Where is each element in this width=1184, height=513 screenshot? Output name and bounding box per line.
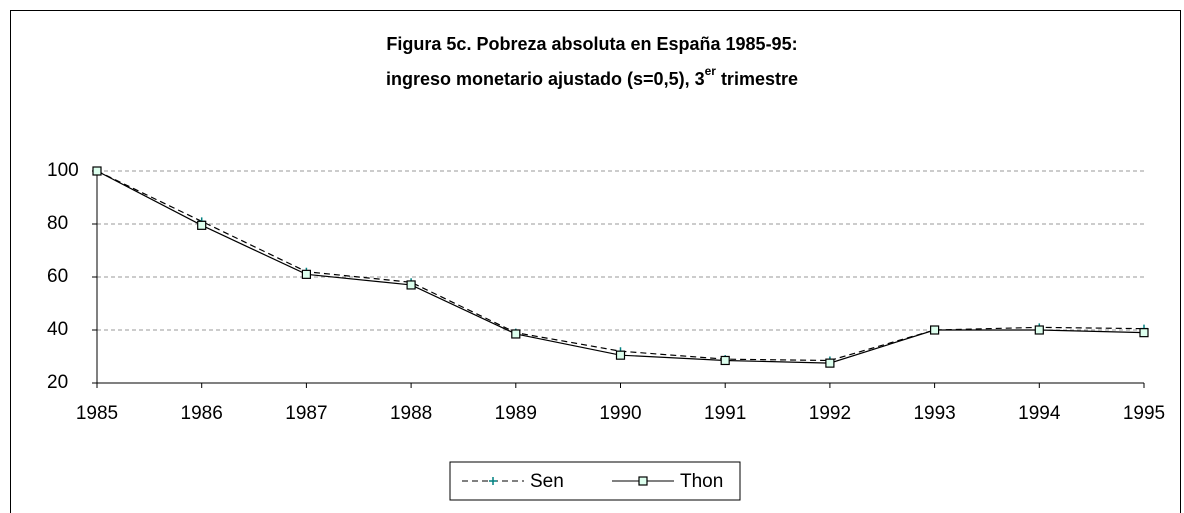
marker — [406, 280, 416, 290]
x-tick-label: 1990 — [599, 403, 641, 424]
y-tick-label: 60 — [47, 266, 68, 287]
x-tick-label: 1985 — [76, 403, 118, 424]
x-tick-label: 1987 — [285, 403, 327, 424]
chart-title: ingreso monetario ajustado (s=0,5), 3er … — [386, 64, 798, 89]
x-tick-label: 1995 — [1123, 403, 1165, 424]
x-tick-label: 1994 — [1018, 403, 1061, 424]
chart-title: Figura 5c. Pobreza absoluta en España 19… — [386, 34, 797, 54]
legend-label: Thon — [680, 471, 723, 492]
marker — [638, 476, 648, 486]
x-tick-label: 1989 — [495, 403, 537, 424]
x-tick-label: 1986 — [181, 403, 223, 424]
marker — [511, 329, 521, 339]
legend: Sen Thon — [449, 461, 741, 501]
title-part: ingreso monetario ajustado (s=0,5), 3 — [386, 69, 705, 89]
title-part: trimestre — [716, 69, 798, 89]
series-line — [96, 170, 1145, 362]
marker — [92, 166, 102, 176]
y-tick-label: 100 — [47, 160, 79, 181]
series-line — [96, 170, 1145, 364]
x-tick-label: 1991 — [704, 403, 746, 424]
chart-frame — [10, 10, 1181, 513]
marker — [301, 269, 311, 279]
x-tick-label: 1988 — [390, 403, 432, 424]
marker — [1139, 328, 1149, 338]
marker — [720, 355, 730, 366]
title-superscript: er — [705, 64, 717, 78]
legend-label: Sen — [530, 471, 564, 492]
marker — [615, 350, 626, 360]
legend-box — [449, 461, 741, 501]
x-tick-label: 1992 — [809, 403, 851, 424]
x-tick-label: 1993 — [913, 403, 955, 424]
y-tick-label: 40 — [47, 319, 68, 340]
marker — [1034, 325, 1044, 335]
marker — [929, 325, 940, 335]
marker-shape — [489, 477, 497, 485]
marker — [489, 477, 497, 485]
marker — [825, 358, 835, 368]
y-tick-label: 20 — [47, 372, 68, 393]
marker — [197, 220, 207, 230]
y-tick-label: 80 — [47, 213, 68, 234]
